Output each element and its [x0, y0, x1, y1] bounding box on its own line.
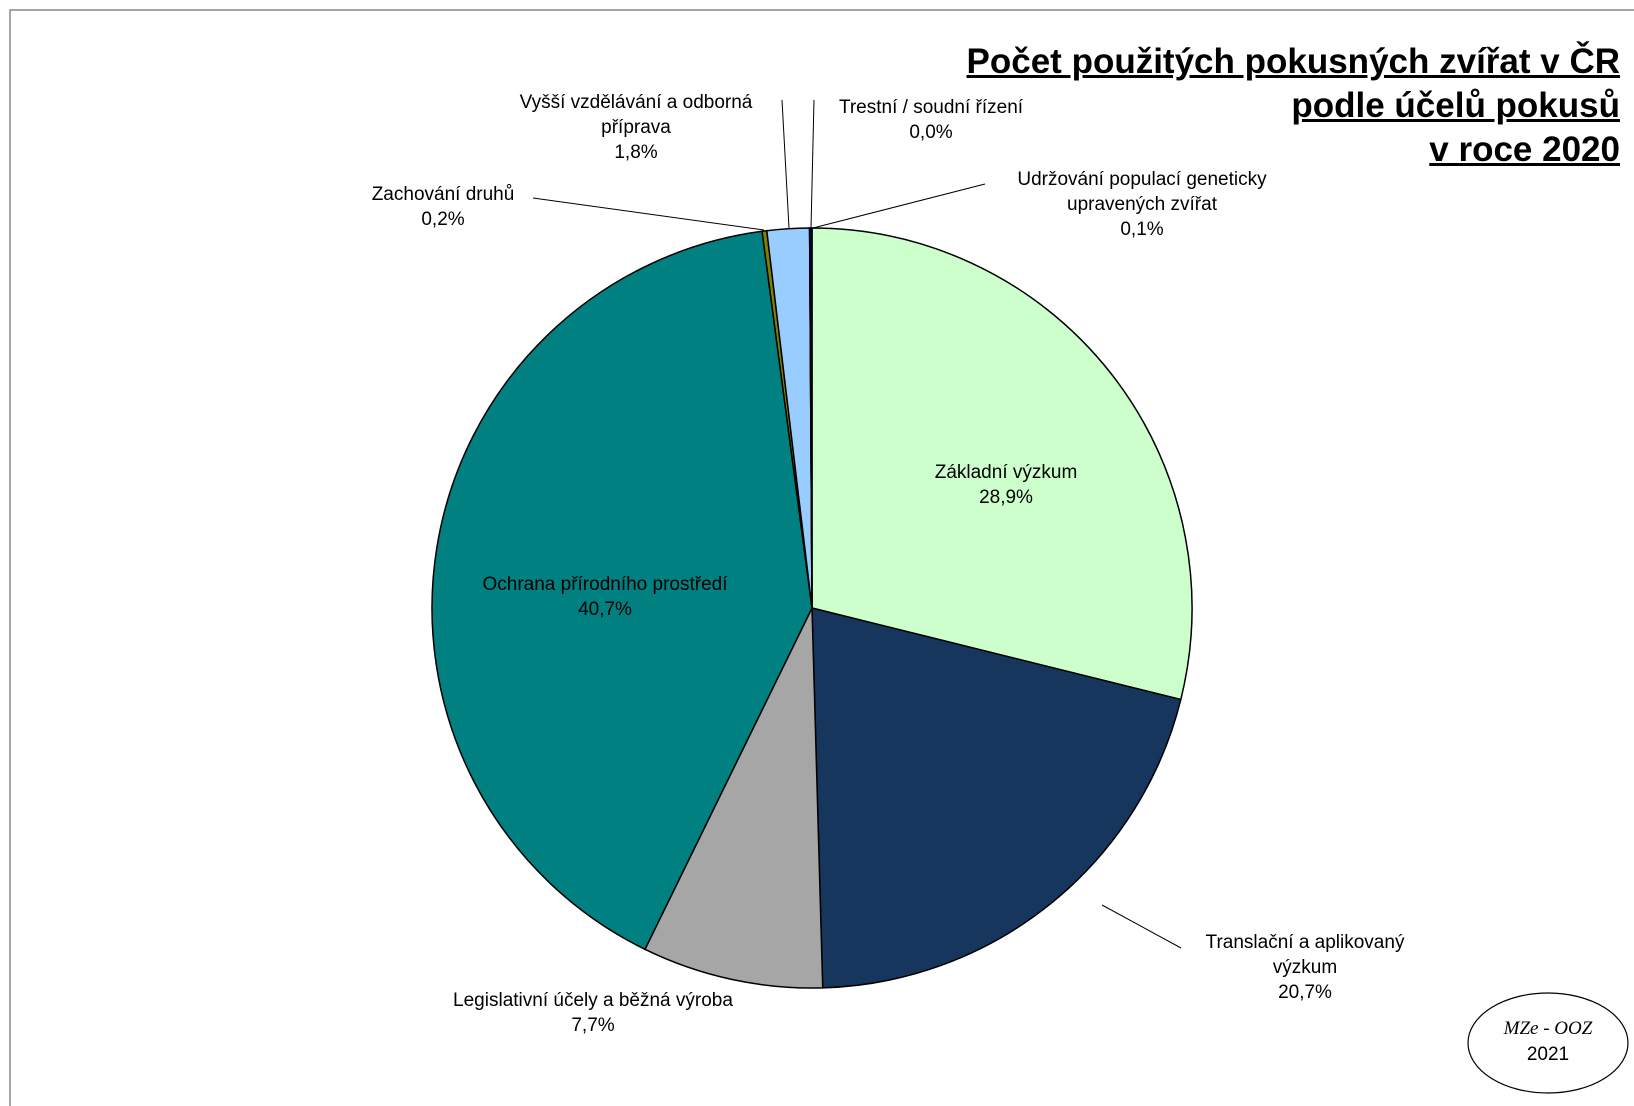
pie-slice — [643, 607, 824, 989]
slice-label: Udržování populací geneticky upravených … — [1017, 169, 1267, 215]
source: MZe - OOZ — [1503, 1018, 1593, 1039]
source-year: 2021 — [1526, 1044, 1570, 1065]
slice-label: Ochrana přírodního prostředí — [482, 574, 728, 595]
leader-line — [1101, 904, 1182, 949]
pie-slice — [431, 230, 813, 951]
slice-label: Zachování druhů — [371, 184, 515, 205]
leader-line — [810, 99, 815, 229]
chart-title: Počet použitých pokusných zvířat v ČR — [966, 42, 1620, 81]
value-label: 1,8% — [614, 142, 658, 163]
chart-title: v roce 2020 — [1429, 130, 1620, 169]
value-label: 40,7% — [578, 599, 632, 620]
value-label: 0,2% — [421, 209, 465, 230]
chart-title: podle účelů pokusů — [1291, 86, 1620, 125]
pie-slice — [808, 227, 813, 609]
value-label: 0,0% — [909, 122, 953, 143]
frame — [9, 9, 1634, 1106]
leader-line — [532, 197, 765, 231]
value-label: 28,9% — [979, 487, 1033, 508]
pie-slice — [811, 607, 1182, 989]
source-ellipse — [1467, 992, 1629, 1094]
slice-label: Trestní / soudní řízení — [838, 97, 1024, 118]
value-label: 20,7% — [1278, 982, 1332, 1003]
leader-line — [781, 99, 790, 229]
leader-line — [812, 183, 986, 229]
slice-label: Translační a aplikovaný výzkum — [1205, 932, 1405, 978]
value-label: 7,7% — [571, 1015, 615, 1036]
pie-slice — [811, 227, 1193, 701]
value-label: 0,1% — [1120, 219, 1164, 240]
slice-label: Základní výzkum — [934, 462, 1078, 483]
slice-label: Vyšší vzdělávání a odborná příprava — [519, 92, 753, 138]
slice-label: Legislativní účely a běžná výroba — [453, 990, 733, 1011]
